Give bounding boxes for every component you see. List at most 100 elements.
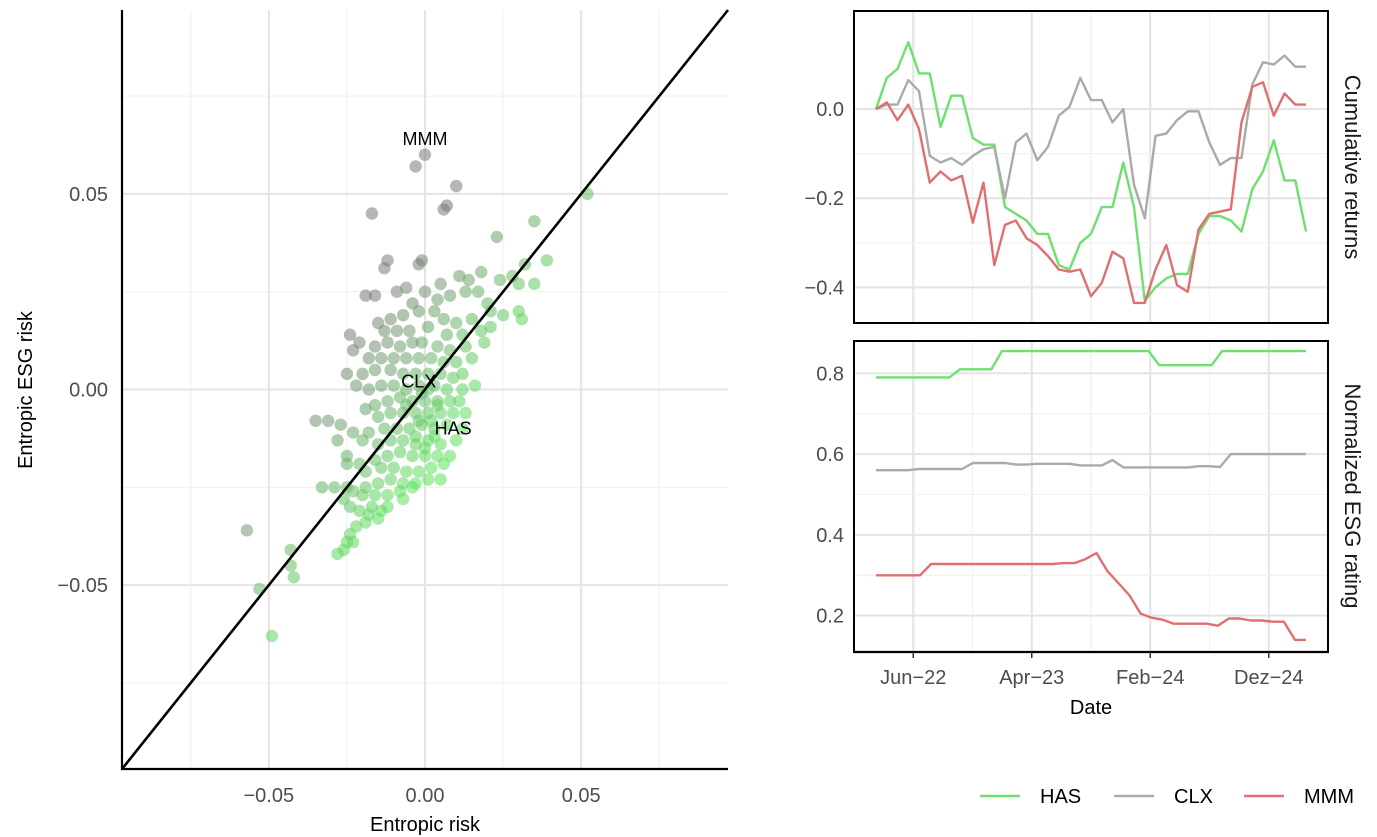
- scatter-x-tick-label: 0.05: [562, 785, 601, 807]
- scatter-point: [390, 324, 404, 338]
- scatter-point: [356, 434, 369, 447]
- scatter-point: [371, 438, 385, 451]
- scatter-point: [428, 430, 441, 443]
- x-tick-label: Feb−24: [1116, 667, 1184, 689]
- scatter-point: [400, 352, 413, 365]
- scatter-point: [421, 473, 435, 486]
- x-tick-label: Dez−24: [1234, 667, 1304, 689]
- scatter-point: [475, 265, 488, 279]
- scatter-point: [440, 383, 454, 396]
- scatter-point: [440, 328, 454, 341]
- scatter-point: [346, 344, 360, 357]
- scatter-point: [412, 414, 425, 427]
- scatter-point: [328, 481, 341, 494]
- scatter-point: [384, 312, 397, 326]
- scatter-point: [415, 336, 429, 349]
- rating-strip-label: Normalized ESG rating: [1340, 384, 1365, 609]
- scatter-point: [287, 571, 301, 584]
- scatter-point: [459, 285, 472, 298]
- x-tick-label: Jun−22: [880, 667, 946, 689]
- scatter-point: [365, 207, 379, 220]
- scatter-point: [431, 340, 444, 353]
- annotation-mmm: MMM: [403, 129, 448, 149]
- scatter-point: [406, 481, 419, 494]
- scatter-point: [381, 500, 394, 514]
- scatter-point: [381, 449, 394, 463]
- scatter-point: [387, 352, 400, 365]
- scatter-point: [340, 367, 354, 381]
- scatter-point: [340, 449, 354, 463]
- scatter-point: [265, 629, 279, 643]
- identity-line: [120, 9, 730, 770]
- scatter-point: [371, 410, 385, 424]
- scatter-point: [309, 414, 322, 427]
- scatter-y-tick-label: 0.05: [69, 184, 108, 206]
- scatter-point: [456, 383, 469, 396]
- scatter-point: [390, 422, 404, 435]
- returns-panel: 0.0 −0.2 −0.4 Cumulative returns: [805, 10, 1365, 324]
- scatter-point: [421, 320, 435, 334]
- scatter-point: [412, 305, 425, 318]
- scatter-point: [431, 398, 444, 412]
- scatter-point: [371, 512, 385, 525]
- scatter-point: [390, 285, 404, 298]
- y-tick-label: 0.4: [816, 525, 844, 547]
- scatter-point: [490, 230, 504, 244]
- scatter-x-tick-label: −0.05: [244, 785, 295, 807]
- scatter-point: [381, 488, 394, 502]
- scatter-point: [403, 324, 416, 338]
- scatter-point: [343, 328, 357, 341]
- scatter-point: [437, 457, 450, 471]
- series-line-mmm: [876, 551, 1306, 642]
- scatter-point: [381, 336, 394, 349]
- y-tick-label: 0.0: [816, 99, 844, 121]
- scatter-point: [393, 445, 407, 459]
- scatter-point: [468, 379, 482, 392]
- scatter-point: [421, 367, 435, 381]
- returns-grid: [853, 11, 1328, 323]
- scatter-point: [437, 203, 450, 216]
- scatter-point: [368, 488, 382, 502]
- scatter-point: [375, 352, 388, 365]
- scatter-point: [450, 316, 463, 330]
- scatter-point: [359, 289, 372, 302]
- rating-lines: [876, 349, 1306, 642]
- series-line-mmm: [875, 81, 1306, 305]
- scatter-point: [393, 340, 407, 353]
- scatter-point: [450, 355, 463, 369]
- scatter-point: [387, 461, 400, 474]
- scatter-point: [378, 262, 391, 275]
- series-line-has: [876, 349, 1306, 379]
- scatter-point: [475, 324, 488, 338]
- y-tick-label: −0.2: [805, 188, 844, 210]
- scatter-point: [528, 277, 541, 291]
- scatter-point: [434, 277, 447, 291]
- scatter-point: [368, 289, 382, 302]
- rating-x-axis-title: Date: [1070, 697, 1112, 719]
- scatter-point: [425, 461, 438, 474]
- scatter-point: [371, 477, 385, 490]
- scatter-point: [450, 179, 463, 193]
- scatter-point: [384, 406, 397, 420]
- scatter-point: [459, 406, 472, 420]
- scatter-point: [400, 281, 413, 294]
- scatter-point: [462, 273, 475, 287]
- scatter-point: [418, 148, 432, 161]
- scatter-point: [528, 215, 541, 228]
- scatter-point: [453, 395, 466, 408]
- legend: HAS CLX MMM: [980, 786, 1354, 808]
- scatter-point: [465, 312, 479, 326]
- scatter-point: [381, 395, 394, 408]
- scatter-point: [412, 465, 425, 478]
- y-tick-label: 0.8: [816, 363, 844, 385]
- scatter-point: [396, 367, 410, 381]
- scatter-annotations: MMM CLX HAS: [401, 129, 471, 439]
- scatter-point: [362, 352, 375, 365]
- scatter-point: [406, 449, 419, 463]
- scatter-point: [396, 434, 410, 447]
- scatter-point: [359, 516, 372, 529]
- scatter-point: [321, 414, 335, 427]
- scatter-point: [409, 160, 422, 173]
- scatter-point: [412, 258, 425, 271]
- returns-lines: [874, 41, 1308, 305]
